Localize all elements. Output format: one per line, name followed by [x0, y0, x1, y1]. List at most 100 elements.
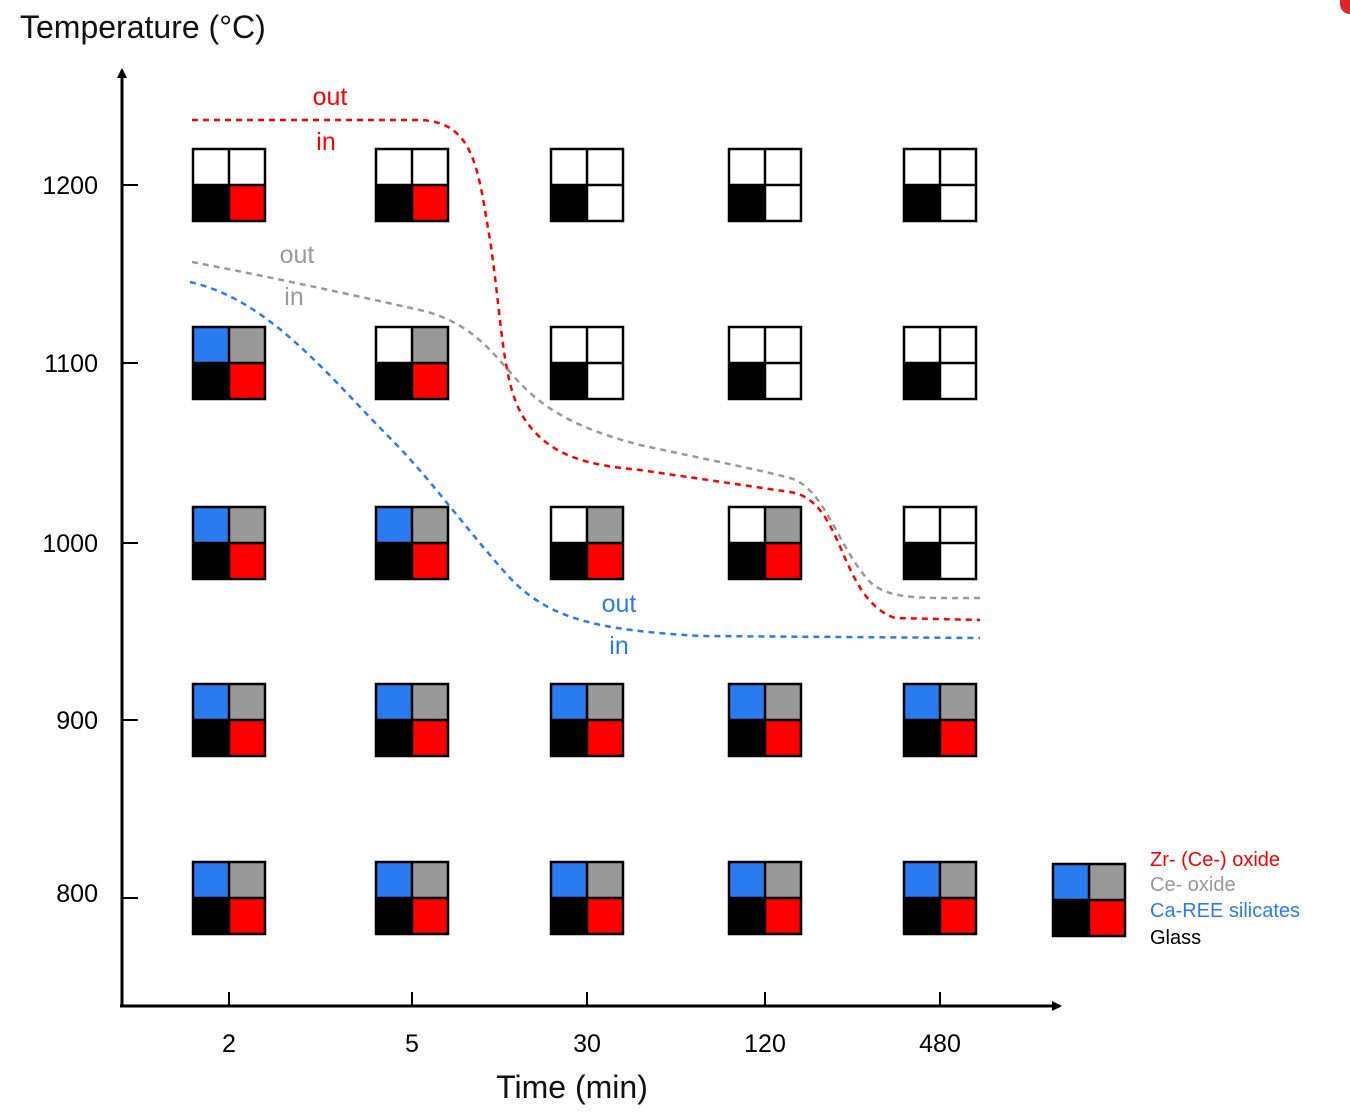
ce-oxide-cell — [412, 149, 448, 185]
legend-item-ce-oxide: Ce- oxide — [1150, 874, 1236, 896]
ce-oxide-cell — [940, 862, 976, 898]
ce-oxide-cell — [229, 862, 265, 898]
glass-cell — [193, 720, 229, 756]
ce-oxide-cell — [765, 507, 801, 543]
phase-square — [374, 860, 450, 936]
phase-square — [374, 325, 450, 401]
ca-ree-silicates-cell — [376, 862, 412, 898]
ce-oxide-cell — [229, 507, 265, 543]
zr-oxide-cell — [587, 363, 623, 399]
ce-oxide-out-label: out — [280, 241, 315, 269]
ca-ree-silicates-cell — [551, 149, 587, 185]
ca-ree-silicates-cell — [1053, 864, 1089, 900]
legend-item-zr-oxide: Zr- (Ce-) oxide — [1150, 849, 1280, 871]
phase-square — [902, 682, 978, 758]
zr-oxide-cell — [412, 185, 448, 221]
phase-square — [1051, 862, 1127, 938]
glass-cell — [551, 363, 587, 399]
zr-oxide-cell — [940, 720, 976, 756]
phase-square — [191, 860, 267, 936]
phase-square — [191, 682, 267, 758]
ce-oxide-cell — [940, 327, 976, 363]
zr-oxide-cell — [412, 363, 448, 399]
phase-square — [727, 325, 803, 401]
zr-oxide-cell — [229, 363, 265, 399]
ca-ree-silicates-cell — [729, 507, 765, 543]
ca-ree-silicates-cell — [193, 862, 229, 898]
y-tick-label: 1100 — [44, 350, 98, 378]
ca-ree-silicates-cell — [551, 327, 587, 363]
phase-square — [374, 682, 450, 758]
ca-ree-silicates-cell — [376, 684, 412, 720]
ce-oxide-cell — [765, 862, 801, 898]
ce-oxide-cell — [229, 684, 265, 720]
ce-oxide-cell — [765, 149, 801, 185]
ce-oxide-boundary-curve — [191, 260, 986, 600]
ce-oxide-cell — [765, 684, 801, 720]
ca-ree-silicates-cell — [376, 507, 412, 543]
ce-oxide-cell — [765, 327, 801, 363]
zr-oxide-cell — [412, 543, 448, 579]
glass-cell — [729, 185, 765, 221]
ca-ree-silicates-cell — [551, 507, 587, 543]
zr-oxide-cell — [587, 898, 623, 934]
ca-ree-silicates-cell — [904, 862, 940, 898]
phase-square — [727, 147, 803, 223]
zr-oxide-cell — [229, 898, 265, 934]
zr-oxide-cell — [765, 185, 801, 221]
zr-oxide-cell — [229, 185, 265, 221]
glass-cell — [193, 898, 229, 934]
ce-oxide-cell — [940, 507, 976, 543]
ce-oxide-in-label: in — [284, 283, 303, 311]
ce-oxide-cell — [940, 684, 976, 720]
zr-oxide-cell — [1089, 900, 1125, 936]
y-tick-labels: 1200 1100 1000 900 800 — [42, 172, 98, 908]
zr-oxide-cell — [587, 185, 623, 221]
phase-square — [727, 682, 803, 758]
ce-oxide-cell — [587, 684, 623, 720]
glass-cell — [904, 543, 940, 579]
zr-oxide-in-label: in — [316, 128, 335, 156]
phase-grid — [191, 147, 978, 936]
glass-cell — [729, 543, 765, 579]
phase-square — [727, 860, 803, 936]
phase-square — [549, 325, 625, 401]
ca-ree-silicates-cell — [904, 507, 940, 543]
legend: Zr- (Ce-) oxide Ce- oxide Ca-REE silicat… — [1051, 849, 1300, 949]
zr-oxide-cell — [765, 898, 801, 934]
glass-cell — [193, 185, 229, 221]
y-tick-label: 800 — [56, 880, 98, 908]
ce-oxide-cell — [940, 149, 976, 185]
glass-cell — [729, 720, 765, 756]
glass-cell — [551, 185, 587, 221]
glass-cell — [1053, 900, 1089, 936]
ca-ree-silicates-cell — [729, 862, 765, 898]
y-tick-label: 1000 — [42, 530, 98, 558]
ca-ree-silicates-cell — [729, 327, 765, 363]
glass-cell — [193, 363, 229, 399]
glass-cell — [904, 363, 940, 399]
ca-ree-silicates-cell — [904, 684, 940, 720]
y-axis-title: Temperature (°C) — [20, 9, 266, 45]
ca-ree-silicates-cell — [904, 327, 940, 363]
ce-oxide-cell — [1089, 864, 1125, 900]
phase-square — [902, 860, 978, 936]
zr-oxide-cell — [587, 543, 623, 579]
ca-ree-silicates-cell — [193, 149, 229, 185]
zr-oxide-cell — [229, 720, 265, 756]
glass-cell — [551, 720, 587, 756]
ce-oxide-cell — [587, 862, 623, 898]
y-tick-label: 1200 — [42, 172, 98, 200]
ce-oxide-cell — [412, 327, 448, 363]
ca-ree-silicates-cell — [193, 327, 229, 363]
zr-oxide-cell — [765, 363, 801, 399]
ca-ree-silicates-cell — [193, 684, 229, 720]
x-tick-labels: 2 5 30 120 480 — [222, 1030, 961, 1058]
ce-oxide-cell — [587, 507, 623, 543]
phase-square — [727, 505, 803, 581]
phase-square — [549, 860, 625, 936]
ce-oxide-cell — [412, 507, 448, 543]
ca-ree-silicates-boundary-curve — [189, 280, 981, 640]
zr-oxide-cell — [940, 363, 976, 399]
